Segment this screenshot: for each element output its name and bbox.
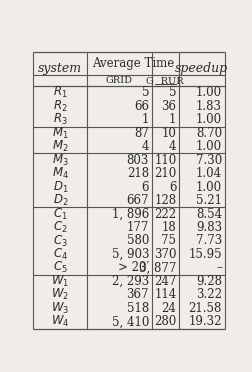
Text: 247: 247 bbox=[154, 275, 176, 288]
Text: 667: 667 bbox=[127, 194, 149, 207]
Text: $M_{1}$: $M_{1}$ bbox=[52, 126, 69, 141]
Text: $D_{1}$: $D_{1}$ bbox=[53, 180, 68, 195]
Text: 110: 110 bbox=[154, 154, 176, 167]
Text: $R_{1}$: $R_{1}$ bbox=[53, 85, 68, 100]
Text: 1.00: 1.00 bbox=[196, 113, 222, 126]
Text: Average Time: Average Time bbox=[92, 57, 174, 70]
Text: 280: 280 bbox=[154, 315, 176, 328]
Text: 1: 1 bbox=[169, 113, 176, 126]
Text: GRID: GRID bbox=[106, 76, 133, 85]
Text: 6: 6 bbox=[142, 181, 149, 194]
Text: 128: 128 bbox=[154, 194, 176, 207]
Text: 222: 222 bbox=[154, 208, 176, 221]
Text: 1.83: 1.83 bbox=[196, 100, 222, 113]
Text: $R_{2}$: $R_{2}$ bbox=[53, 99, 68, 114]
Text: 5: 5 bbox=[169, 86, 176, 99]
Text: system: system bbox=[38, 62, 82, 76]
Text: 518: 518 bbox=[127, 302, 149, 315]
Text: 1.00: 1.00 bbox=[196, 140, 222, 153]
Text: 8.70: 8.70 bbox=[196, 127, 222, 140]
Text: $W_{4}$: $W_{4}$ bbox=[51, 314, 70, 329]
Text: $W_{3}$: $W_{3}$ bbox=[51, 301, 70, 316]
Text: $M_{4}$: $M_{4}$ bbox=[52, 166, 69, 181]
Text: 5, 410: 5, 410 bbox=[112, 315, 149, 328]
Text: 1, 896: 1, 896 bbox=[112, 208, 149, 221]
Text: 218: 218 bbox=[127, 167, 149, 180]
Text: 10: 10 bbox=[162, 127, 176, 140]
Text: $C_{2}$: $C_{2}$ bbox=[53, 220, 68, 235]
Text: 21.58: 21.58 bbox=[188, 302, 222, 315]
Text: 1: 1 bbox=[142, 113, 149, 126]
Text: 177: 177 bbox=[127, 221, 149, 234]
Text: 5, 903: 5, 903 bbox=[112, 248, 149, 261]
Text: 6: 6 bbox=[169, 181, 176, 194]
Text: 18: 18 bbox=[162, 221, 176, 234]
Text: 1.04: 1.04 bbox=[196, 167, 222, 180]
Text: 8.54: 8.54 bbox=[196, 208, 222, 221]
Text: $C_{4}$: $C_{4}$ bbox=[53, 247, 68, 262]
Text: 7.30: 7.30 bbox=[196, 154, 222, 167]
Text: $R_{3}$: $R_{3}$ bbox=[53, 112, 68, 127]
Text: 367: 367 bbox=[127, 288, 149, 301]
Text: 5.21: 5.21 bbox=[196, 194, 222, 207]
Text: 15.95: 15.95 bbox=[188, 248, 222, 261]
Text: 7.73: 7.73 bbox=[196, 234, 222, 247]
Text: 1.00: 1.00 bbox=[196, 86, 222, 99]
Text: –: – bbox=[216, 262, 222, 275]
Text: 66: 66 bbox=[134, 100, 149, 113]
Text: 580: 580 bbox=[127, 234, 149, 247]
Text: 2, 293: 2, 293 bbox=[112, 275, 149, 288]
Text: 4: 4 bbox=[169, 140, 176, 153]
Text: 75: 75 bbox=[162, 234, 176, 247]
Text: 370: 370 bbox=[154, 248, 176, 261]
Text: 87: 87 bbox=[134, 127, 149, 140]
Text: 1.00: 1.00 bbox=[196, 181, 222, 194]
Text: 803: 803 bbox=[127, 154, 149, 167]
Text: $W_{2}$: $W_{2}$ bbox=[51, 287, 70, 302]
Text: $D_{2}$: $D_{2}$ bbox=[53, 193, 68, 208]
Text: 19.32: 19.32 bbox=[188, 315, 222, 328]
Text: 5: 5 bbox=[142, 86, 149, 99]
Text: 9.28: 9.28 bbox=[196, 275, 222, 288]
Text: 3.22: 3.22 bbox=[196, 288, 222, 301]
Text: $M_{2}$: $M_{2}$ bbox=[52, 139, 69, 154]
Text: $W_{1}$: $W_{1}$ bbox=[51, 274, 70, 289]
Text: 36: 36 bbox=[162, 100, 176, 113]
Text: G _RUR: G _RUR bbox=[146, 76, 184, 86]
Text: 114: 114 bbox=[154, 288, 176, 301]
Text: $C_{3}$: $C_{3}$ bbox=[53, 234, 68, 248]
Text: 210: 210 bbox=[154, 167, 176, 180]
Text: speedup: speedup bbox=[175, 62, 229, 76]
Text: 9.83: 9.83 bbox=[196, 221, 222, 234]
Text: 3, 877: 3, 877 bbox=[139, 262, 176, 275]
Text: 4: 4 bbox=[142, 140, 149, 153]
Text: > 20′: > 20′ bbox=[118, 262, 149, 275]
Text: $C_{1}$: $C_{1}$ bbox=[53, 206, 68, 222]
Text: $M_{3}$: $M_{3}$ bbox=[52, 153, 69, 168]
Text: $C_{5}$: $C_{5}$ bbox=[53, 260, 68, 276]
Text: 24: 24 bbox=[162, 302, 176, 315]
